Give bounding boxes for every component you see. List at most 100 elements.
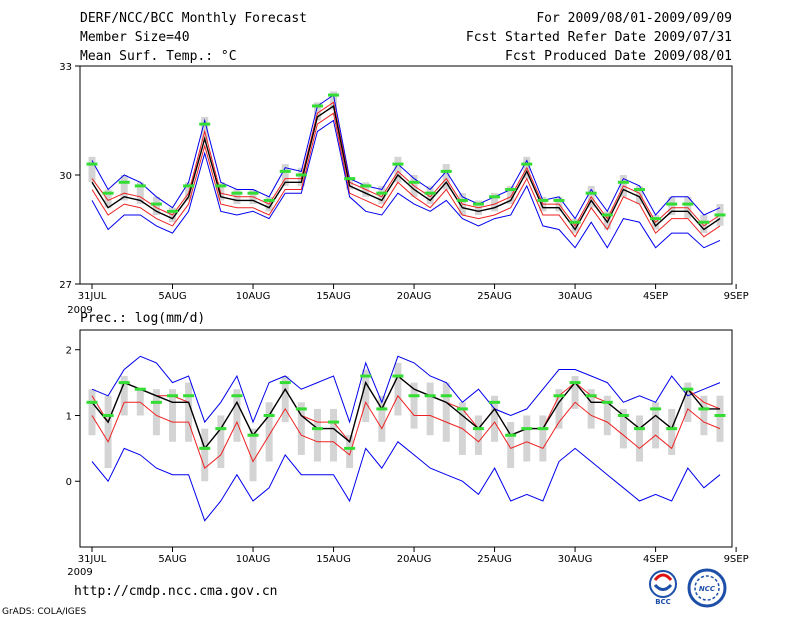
prec-spread-box (716, 395, 724, 442)
temp-spread-box (442, 164, 450, 190)
temp-marker (150, 202, 162, 206)
prec-spread-box (700, 395, 708, 436)
prec-marker (408, 394, 420, 398)
temp-marker (86, 162, 98, 166)
prec-marker (118, 381, 130, 385)
prec-spread-box (426, 382, 434, 436)
temp-marker (118, 180, 130, 184)
prec-marker (440, 394, 452, 398)
temp-marker (505, 188, 517, 192)
temp-marker (328, 93, 340, 97)
temp-ytick-label: 27 (59, 280, 72, 291)
prec-spread-box (281, 376, 289, 423)
temp-marker (167, 209, 179, 213)
variable-prec-label: Prec.: log(mm/d) (80, 311, 205, 326)
temp-marker (585, 191, 597, 195)
prec-spread-box (491, 395, 499, 442)
prec-spread-box (619, 408, 627, 449)
prec-marker (328, 420, 340, 424)
prec-spread-box (555, 389, 563, 429)
prec-spread-box (474, 415, 482, 455)
prec-marker (489, 400, 501, 404)
temp-spread-box (700, 214, 708, 234)
temp-marker (279, 169, 291, 173)
figure-title: DERF/NCC/BCC Monthly Forecast (80, 11, 307, 26)
temp-series-spread_low (91, 112, 721, 238)
prec-marker (569, 381, 581, 385)
prec-spread-box (652, 402, 660, 449)
prec-marker (215, 427, 227, 431)
prec-marker (360, 374, 372, 378)
prec-marker (537, 427, 549, 431)
temp-spread-box (313, 102, 321, 121)
prec-spread-box (362, 369, 370, 423)
temp-marker (263, 198, 275, 202)
ncc-logo: NCC (687, 568, 727, 608)
bcc-logo-text: BCC (655, 598, 671, 606)
prec-xtick-label: 9SEP (724, 554, 749, 565)
temp-marker (682, 202, 694, 206)
temp-marker (376, 191, 388, 195)
prec-spread-box (635, 415, 643, 462)
prec-spread-box (313, 408, 321, 462)
prec-ytick-label: 2 (66, 346, 72, 357)
prec-marker (424, 394, 436, 398)
prec-xtick-label: 4SEP (643, 554, 668, 565)
temp-marker (183, 184, 195, 188)
temp-marker (714, 213, 726, 217)
temp-marker (424, 191, 436, 195)
prec-marker (86, 400, 98, 404)
prec-marker (150, 400, 162, 404)
temp-xtick-label: 30AUG (558, 291, 593, 302)
prec-xtick-label: 20AUG (397, 554, 432, 565)
prec-marker (376, 407, 388, 411)
prec-spread-box (571, 376, 579, 409)
temp-xtick-label: 25AUG (477, 291, 512, 302)
prec-marker (682, 387, 694, 391)
prec-year-label: 2009 (67, 567, 92, 578)
prec-marker (134, 387, 146, 391)
temp-year-label: 2009 (67, 305, 92, 316)
temp-marker (537, 198, 549, 202)
temp-spread-box (152, 196, 160, 215)
temp-spread-box (330, 91, 338, 110)
prec-spread-box (603, 395, 611, 436)
prec-marker (714, 413, 726, 417)
website-url: http://cmdp.ncc.cma.gov.cn (74, 584, 278, 599)
prec-xtick-label: 5AUG (158, 554, 186, 565)
prec-spread-box (668, 408, 676, 455)
temp-marker (215, 184, 227, 188)
temp-spread-box (378, 185, 386, 205)
prec-marker (698, 407, 710, 411)
temp-xtick-label: 5AUG (158, 291, 186, 302)
temp-xtick-label: 15AUG (316, 291, 351, 302)
temp-marker (456, 198, 468, 202)
prec-marker (263, 413, 275, 417)
prec-spread-box (120, 376, 128, 416)
temp-xtick-label: 9SEP (724, 291, 749, 302)
temp-ytick-label: 33 (59, 62, 72, 73)
temp-marker (601, 213, 613, 217)
temp-marker (247, 191, 259, 195)
temp-marker (521, 162, 533, 166)
temp-spread-box (507, 185, 515, 205)
temp-marker (472, 202, 484, 206)
temp-marker (392, 162, 404, 166)
prec-marker (472, 427, 484, 431)
prec-marker (102, 413, 114, 417)
member-size: Member Size=40 (80, 30, 190, 45)
prec-spread-box (201, 428, 209, 482)
temp-marker (698, 220, 710, 224)
prec-marker (279, 381, 291, 385)
prec-ytick-label: 1 (66, 411, 72, 422)
temp-marker (134, 184, 146, 188)
temp-marker (360, 184, 372, 188)
temp-xtick-label: 20AUG (397, 291, 432, 302)
prec-marker (247, 433, 259, 437)
temp-spread-box (426, 185, 434, 205)
bcc-logo: BCC (649, 570, 677, 606)
prec-xtick-label: 15AUG (316, 554, 351, 565)
prec-plot-frame (79, 329, 733, 548)
prec-marker (505, 433, 517, 437)
prec-spread-box (442, 382, 450, 442)
